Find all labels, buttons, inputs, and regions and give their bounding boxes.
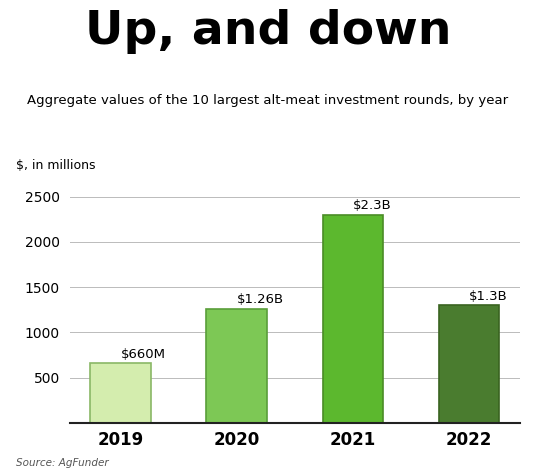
Text: Source: AgFunder: Source: AgFunder [16,458,109,468]
Text: $2.3B: $2.3B [353,199,392,212]
Text: $, in millions: $, in millions [16,158,95,172]
Text: Up, and down: Up, and down [85,9,451,55]
Bar [206,309,267,423]
Text: $1.26B: $1.26B [237,293,284,306]
Bar [323,215,383,423]
Text: Aggregate values of the 10 largest alt-meat investment rounds, by year: Aggregate values of the 10 largest alt-m… [27,94,509,107]
Bar [90,363,151,423]
Bar [439,306,500,423]
Text: $660M: $660M [121,348,166,360]
Text: $1.3B: $1.3B [469,290,508,303]
